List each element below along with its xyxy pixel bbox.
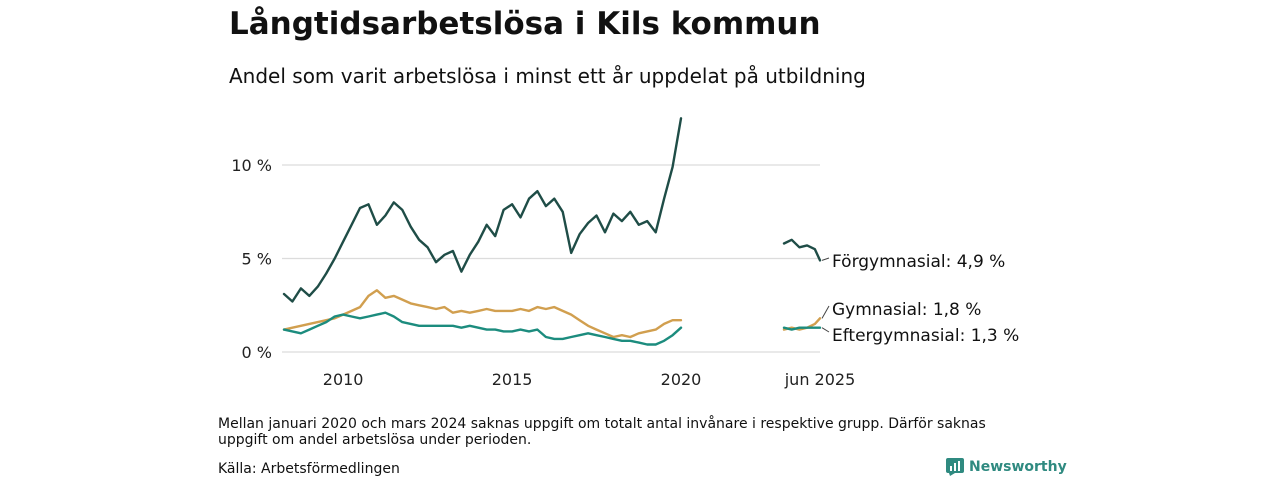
chart-title: Långtidsarbetslösa i Kils kommun — [229, 6, 821, 42]
series-line-eftergymnasial-historic — [282, 311, 683, 346]
label-leader — [821, 327, 830, 333]
series-line-eftergymnasial-recent — [782, 326, 822, 331]
label-leader — [821, 305, 830, 319]
series-end-label: Förgymnasial: 4,9 % — [832, 252, 1005, 272]
y-tick-label: 5 % — [242, 250, 272, 269]
bar-chart-logo-icon — [946, 458, 964, 476]
x-tick-label: jun 2025 — [784, 370, 856, 389]
x-tick-label: 2020 — [661, 370, 702, 389]
source-text: Källa: Arbetsförmedlingen — [218, 461, 400, 477]
brand-logo[interactable]: Newsworthy — [946, 458, 1067, 476]
line-chart: 0 % 5 % 10 % 2010 2015 2020 jun 2025 Förgymnasi… — [231, 117, 1019, 389]
series-line-förgymnasial-recent — [782, 238, 822, 262]
y-tick-label: 10 % — [231, 156, 272, 175]
series-line-gymnasial-historic — [282, 289, 683, 339]
x-tick-label: 2010 — [323, 370, 364, 389]
series-end-label: Gymnasial: 1,8 % — [832, 300, 981, 320]
label-leader — [821, 257, 830, 261]
brand-name: Newsworthy — [969, 459, 1067, 475]
series-line-förgymnasial-historic — [282, 117, 683, 303]
footnote: Mellan januari 2020 och mars 2024 saknas… — [218, 416, 986, 448]
x-tick-label: 2015 — [492, 370, 533, 389]
y-tick-label: 0 % — [242, 343, 272, 362]
chart-subtitle: Andel som varit arbetslösa i minst ett å… — [229, 64, 866, 88]
series-end-label: Eftergymnasial: 1,3 % — [832, 326, 1019, 346]
